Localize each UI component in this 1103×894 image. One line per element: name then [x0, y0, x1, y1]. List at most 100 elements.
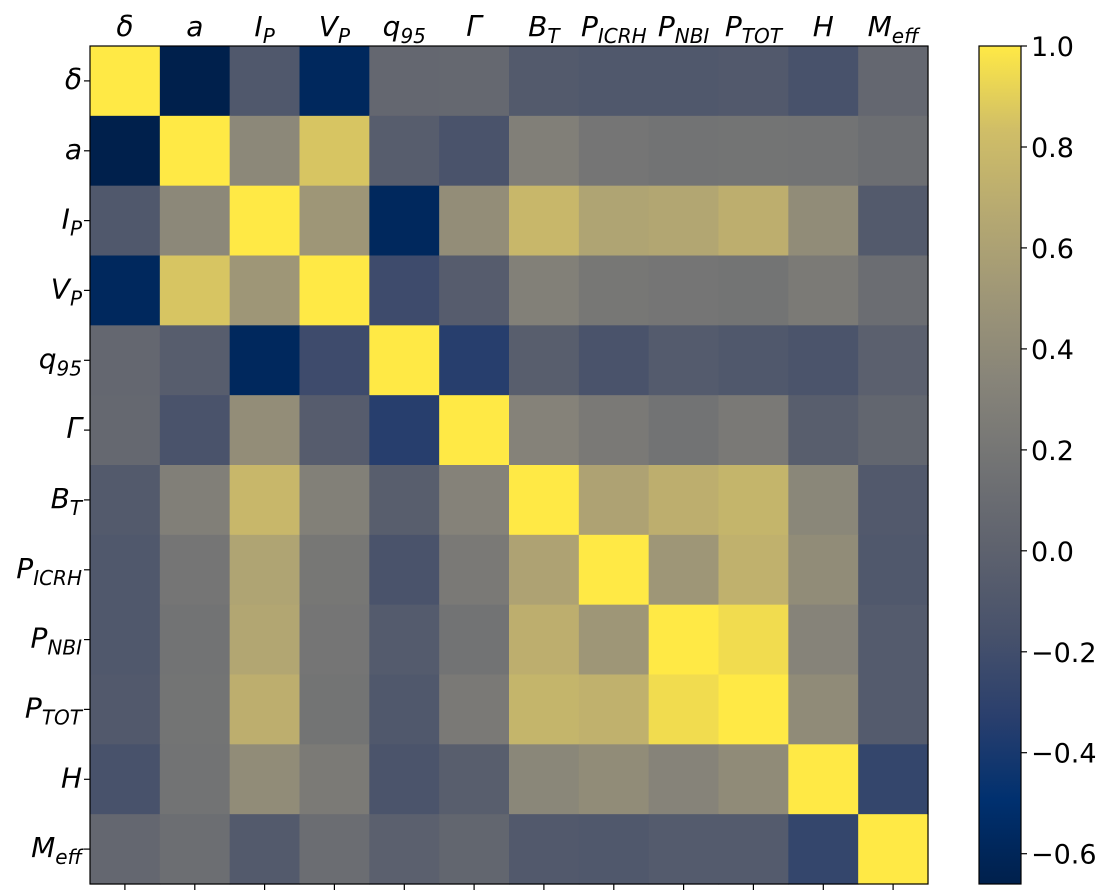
- heatmap-cell-p-nbi-m-eff: [858, 604, 929, 676]
- heatmap-cell-h-p-icrh: [578, 744, 650, 815]
- heatmap-cell-gamma-a: [159, 395, 231, 466]
- heatmap-cell-p-nbi-p-icrh: [578, 604, 650, 676]
- heatmap-cell-i-p-h: [788, 185, 859, 257]
- heatmap-cell-delta-q-95: [369, 46, 440, 117]
- heatmap-cell-gamma-p-nbi: [648, 395, 720, 466]
- heatmap-cell-i-p-b-t: [509, 185, 580, 257]
- heatmap-cell-delta-delta: [90, 46, 161, 117]
- heatmap-cell-h-h: [788, 744, 859, 815]
- heatmap-cell-p-icrh-p-icrh: [578, 534, 650, 606]
- x-label-p-icrh: PICRH: [581, 10, 647, 48]
- heatmap-cell-q-95-p-tot: [718, 325, 789, 396]
- colorbar-tick-label: 0.0: [1031, 537, 1074, 568]
- colorbar-tick-label: −0.2: [1031, 638, 1097, 669]
- heatmap-cell-i-p-p-tot: [718, 185, 789, 257]
- heatmap-cell-p-tot-m-eff: [858, 674, 929, 745]
- heatmap-cell-a-b-t: [509, 115, 580, 187]
- heatmap-cell-p-nbi-q-95: [369, 604, 440, 676]
- y-label-q-95: q95: [39, 342, 82, 380]
- colorbar-tick-label: 0.4: [1031, 335, 1074, 366]
- heatmap-cell-a-i-p: [229, 115, 301, 187]
- heatmap-cell-q-95-p-icrh: [578, 325, 650, 396]
- heatmap-cell-b-t-a: [159, 465, 231, 536]
- heatmap-cell-p-tot-delta: [90, 674, 161, 745]
- heatmap-cell-b-t-q-95: [369, 465, 440, 536]
- heatmap-cell-b-t-h: [788, 465, 859, 536]
- y-label-p-tot: PTOT: [25, 691, 84, 729]
- heatmap-cell-gamma-delta: [90, 395, 161, 466]
- colorbar-tick-label: 1.0: [1031, 32, 1074, 63]
- heatmap-cell-b-t-i-p: [229, 465, 301, 536]
- heatmap-cell-b-t-p-icrh: [578, 465, 650, 536]
- y-axis-ticks: [84, 80, 90, 850]
- heatmap-cell-h-v-p: [299, 744, 370, 815]
- heatmap-cell-m-eff-v-p: [299, 814, 370, 885]
- heatmap-cell-m-eff-p-tot: [718, 814, 789, 885]
- heatmap-cell-delta-i-p: [229, 46, 301, 117]
- heatmap-cell-p-tot-p-tot: [718, 674, 789, 745]
- heatmap-cell-q-95-a: [159, 325, 231, 396]
- heatmap-cell-v-p-b-t: [509, 255, 580, 326]
- heatmap-cell-h-i-p: [229, 744, 301, 815]
- heatmap-cell-m-eff-p-nbi: [648, 814, 720, 885]
- heatmap-cell-i-p-m-eff: [858, 185, 929, 257]
- heatmap-cell-h-m-eff: [858, 744, 929, 815]
- heatmap-cell-v-p-p-tot: [718, 255, 789, 326]
- heatmap-cell-h-delta: [90, 744, 161, 815]
- x-axis-labels: δ a IP VP q95 Γ BT PICRH PNBI PTOT H Meff: [116, 10, 921, 48]
- heatmap-cell-b-t-gamma: [439, 465, 510, 536]
- heatmap-cell-i-p-q-95: [369, 185, 440, 257]
- colorbar-tick-label: 0.2: [1031, 436, 1074, 467]
- heatmap-cell-m-eff-m-eff: [858, 814, 929, 885]
- x-axis-ticks: [124, 884, 894, 890]
- x-label-m-eff: Meff: [868, 10, 921, 48]
- plot-frame: [89, 45, 929, 885]
- heatmap-cell-v-p-gamma: [439, 255, 510, 326]
- heatmap-cell-p-nbi-i-p: [229, 604, 301, 676]
- heatmap-cell-b-t-b-t: [509, 465, 580, 536]
- y-label-p-nbi: PNBI: [31, 622, 83, 660]
- heatmap-cell-v-p-i-p: [229, 255, 301, 326]
- x-label-h: H: [813, 10, 834, 43]
- heatmap-cell-q-95-i-p: [229, 325, 301, 396]
- y-label-i-p: IP: [62, 203, 83, 241]
- y-label-p-icrh: PICRH: [16, 552, 82, 590]
- heatmap-cell-i-p-i-p: [229, 185, 301, 257]
- y-label-a: a: [65, 133, 82, 166]
- heatmap-cell-h-p-tot: [718, 744, 789, 815]
- heatmap-cell-q-95-delta: [90, 325, 161, 396]
- heatmap-cell-p-icrh-p-nbi: [648, 534, 720, 606]
- colorbar-tick-label: −0.6: [1031, 840, 1097, 871]
- heatmap-cell-b-t-m-eff: [858, 465, 929, 536]
- heatmap-cell-i-p-a: [159, 185, 231, 257]
- heatmap-cell-p-nbi-gamma: [439, 604, 510, 676]
- x-label-v-p: VP: [319, 10, 351, 48]
- heatmap-cell-gamma-m-eff: [858, 395, 929, 466]
- heatmap-cell-p-tot-q-95: [369, 674, 440, 745]
- heatmap-cell-gamma-gamma: [439, 395, 510, 466]
- y-label-delta: δ: [65, 63, 82, 96]
- x-label-p-tot: PTOT: [725, 10, 784, 48]
- heatmap-cell-v-p-h: [788, 255, 859, 326]
- heatmap-cell-p-nbi-b-t: [509, 604, 580, 676]
- heatmap-cell-h-a: [159, 744, 231, 815]
- heatmap-cell-a-a: [159, 115, 231, 187]
- heatmap-cell-gamma-v-p: [299, 395, 370, 466]
- heatmap-cell-p-icrh-p-tot: [718, 534, 789, 606]
- heatmap-cell-p-nbi-p-tot: [718, 604, 789, 676]
- heatmap-cell-p-icrh-gamma: [439, 534, 510, 606]
- heatmap-cell-p-icrh-h: [788, 534, 859, 606]
- heatmap-cell-q-95-m-eff: [858, 325, 929, 396]
- heatmap-cell-delta-p-icrh: [578, 46, 650, 117]
- heatmap-cell-q-95-p-nbi: [648, 325, 720, 396]
- heatmap-cell-a-m-eff: [858, 115, 929, 187]
- heatmap-cell-m-eff-q-95: [369, 814, 440, 885]
- heatmap-cell-m-eff-i-p: [229, 814, 301, 885]
- colorbar-ticks: 1.0 0.8 0.6 0.4 0.2 0.0 −0.2 −0.4 −0.6: [1021, 32, 1097, 871]
- heatmap-cell-gamma-p-icrh: [578, 395, 650, 466]
- y-label-gamma: Γ: [66, 412, 84, 445]
- heatmap-cell-v-p-q-95: [369, 255, 440, 326]
- heatmap-cell-q-95-h: [788, 325, 859, 396]
- heatmap-cell-p-icrh-m-eff: [858, 534, 929, 606]
